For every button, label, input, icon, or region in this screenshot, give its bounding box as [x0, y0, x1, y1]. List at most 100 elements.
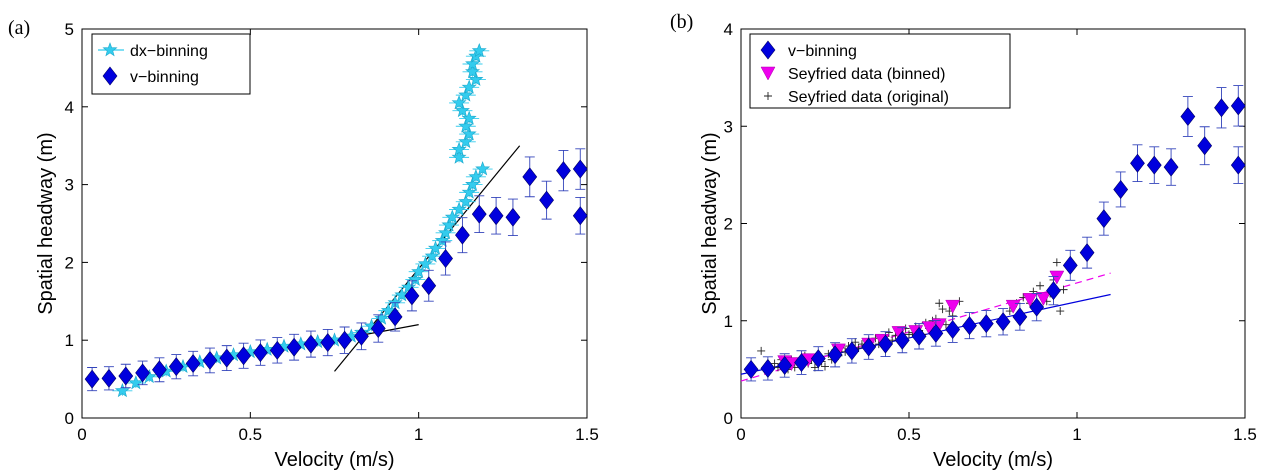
diamond-point-2: [118, 366, 134, 386]
y-tick-label-5: 5: [65, 20, 74, 39]
star-point-23: [411, 263, 427, 279]
diamond-point-16: [1012, 307, 1028, 327]
y-tick-label-4: 4: [65, 98, 74, 117]
star-point-legend-0: [102, 42, 118, 57]
x-axis-label: Velocity (m/s): [274, 449, 394, 471]
star-point-41: [458, 118, 474, 133]
x-tick-label-1: 0.5: [239, 425, 263, 444]
star-point-39: [458, 133, 474, 149]
x-tick-label-0: 0: [736, 425, 745, 444]
panel-label: (b): [670, 11, 693, 33]
star-point-34: [465, 176, 481, 192]
diamond-point-29: [572, 159, 588, 179]
star-point-31: [451, 201, 467, 216]
diamond-point-7: [202, 350, 218, 370]
star-point-40: [461, 126, 477, 141]
y-tick-label-2: 2: [65, 253, 74, 272]
legend-label-1: v−binning: [130, 69, 199, 86]
star-point-20: [394, 287, 410, 302]
diamond-point-0: [743, 359, 759, 379]
legend-label-1: Seyfried data (binned): [788, 66, 945, 83]
diamond-point-29: [1230, 96, 1246, 116]
panel-label: (a): [8, 17, 30, 39]
diamond-point-3: [794, 353, 809, 373]
star-point-38: [451, 141, 467, 157]
triangle-point-legend-1: [760, 66, 776, 81]
diamond-point-15: [995, 312, 1011, 332]
diamond-point-22: [1113, 179, 1129, 199]
panel-a: (a) 0 0.5 1 1.5 0 1 2 3 4 5 Velocity (m/s) Spatial h…: [8, 17, 599, 471]
diamond-point-25: [1163, 157, 1179, 177]
plus-point-16: [821, 362, 829, 371]
diamond-point-10: [911, 326, 927, 346]
triangle-point-13: [1035, 292, 1051, 306]
x-tick-label-0: 0: [77, 425, 86, 444]
legend: dx−binning v−binning: [91, 33, 251, 95]
diamond-point-25: [505, 207, 521, 227]
star-point-21: [401, 279, 417, 294]
star-point-47: [468, 71, 484, 86]
diamond-point-12: [945, 320, 961, 339]
diamond-point-legend-1: [102, 66, 118, 86]
star-point-48: [465, 63, 481, 79]
plot-frame: [81, 28, 588, 419]
diamond-point-21: [438, 249, 453, 268]
diamond-point-6: [185, 354, 201, 374]
diamond-point-20: [421, 276, 437, 296]
star-point-26: [427, 240, 444, 255]
star-point-43: [454, 102, 470, 118]
diamond-point-12: [286, 337, 302, 357]
diamond-point-18: [387, 307, 403, 327]
star-point-28: [438, 224, 454, 240]
diamond-point-8: [219, 348, 235, 368]
star-point-24: [417, 256, 433, 271]
diamond-point-5: [168, 357, 184, 377]
y-tick-label-1: 1: [724, 312, 733, 331]
star-point-45: [458, 87, 474, 102]
y-tick-label-2: 2: [724, 215, 733, 234]
diamond-point-4: [152, 360, 167, 380]
series-star: [112, 42, 493, 398]
y-tick-label-0: 0: [65, 409, 74, 428]
plus-point-51: [938, 305, 947, 314]
legend: v−binning Seyfried data (binned) Seyfried …: [749, 33, 1011, 109]
star-point-27: [434, 232, 450, 247]
star-point-51: [471, 42, 487, 58]
plus-point-67: [1052, 258, 1061, 267]
plus-point-50: [935, 299, 944, 308]
star-point-42: [461, 110, 477, 125]
diamond-point-9: [894, 330, 910, 350]
diamond-point-27: [539, 190, 554, 210]
legend-box: [91, 33, 251, 95]
star-point-44: [451, 95, 467, 110]
diamond-point-15: [337, 330, 352, 350]
star-point-35: [468, 168, 484, 184]
diamond-point-30: [572, 206, 588, 226]
diamond-point-21: [1096, 209, 1112, 229]
star-point-18: [380, 302, 396, 317]
star-point-22: [407, 271, 423, 286]
diamond-point-8: [878, 334, 893, 354]
legend-label-0: v−binning: [788, 43, 857, 60]
x-axis-label: Velocity (m/s): [933, 449, 1053, 471]
legend-box: [749, 33, 1011, 109]
series-diamond: [84, 148, 588, 392]
star-point-0: [114, 382, 130, 398]
plus-point-41: [905, 330, 913, 339]
diamond-point-23: [471, 204, 487, 224]
legend-label-2: Seyfried data (original): [788, 89, 949, 106]
y-tick-label-3: 3: [65, 176, 74, 195]
diamond-point-24: [1146, 155, 1162, 175]
star-point-32: [458, 193, 474, 209]
triangle-point-14: [1049, 270, 1065, 285]
panel-b: (b) 0 0.5 1 1.5 0 1 2 3 4 Velocity (m/s) Spatial he…: [670, 11, 1257, 471]
diamond-point-1: [101, 368, 117, 388]
diamond-point-10: [253, 343, 268, 363]
diamond-point-14: [978, 314, 994, 334]
legend-label-0: dx−binning: [130, 43, 208, 60]
star-point-25: [424, 248, 440, 263]
y-tick-label-4: 4: [724, 20, 733, 39]
diamond-point-19: [1062, 255, 1078, 275]
plus-point-25: [851, 338, 860, 347]
diamond-point-27: [1197, 136, 1213, 156]
